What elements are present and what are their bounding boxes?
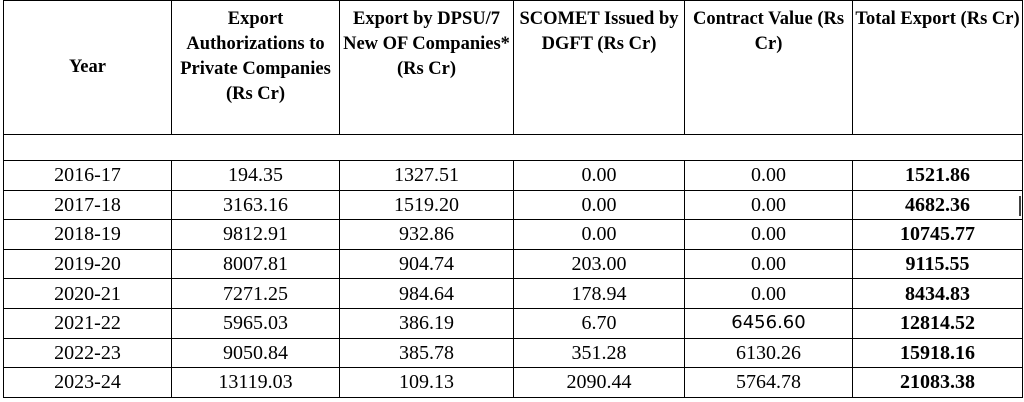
cell-private: 3163.16 xyxy=(171,189,340,221)
cell-total: 9115.55 xyxy=(852,248,1023,280)
cell-contract: 6130.26 xyxy=(684,337,853,369)
header-total: Total Export (Rs Cr) xyxy=(852,0,1023,135)
table-row: 2021-22 5965.03 386.19 6.70 6456.60 1281… xyxy=(3,307,1023,339)
cell-dpsu: 904.74 xyxy=(339,248,514,280)
cell-total: 15918.16 xyxy=(852,337,1023,369)
cell-year: 2020-21 xyxy=(3,278,172,309)
header-private: Export Authorizations to Private Compani… xyxy=(171,0,340,135)
cell-total: 12814.52 xyxy=(852,307,1023,339)
cell-scomet: 351.28 xyxy=(513,337,685,369)
table-row: 2020-21 7271.25 984.64 178.94 0.00 8434.… xyxy=(3,278,1023,309)
cell-scomet: 2090.44 xyxy=(513,367,685,398)
cell-total: 4682.36 xyxy=(852,189,1023,221)
cell-private: 5965.03 xyxy=(171,307,340,339)
cell-dpsu: 385.78 xyxy=(339,337,514,369)
cell-contract: 0.00 xyxy=(684,160,853,191)
export-table: Year Export Authorizations to Private Co… xyxy=(3,0,1023,398)
cell-total: 10745.77 xyxy=(852,219,1023,250)
cell-year: 2016-17 xyxy=(3,160,172,191)
cell-year: 2017-18 xyxy=(3,189,172,221)
cell-private: 9050.84 xyxy=(171,337,340,369)
cell-dpsu: 1327.51 xyxy=(339,160,514,191)
cell-scomet: 178.94 xyxy=(513,278,685,309)
cell-contract: 0.00 xyxy=(684,248,853,280)
cell-private: 13119.03 xyxy=(171,367,340,398)
cell-scomet: 6.70 xyxy=(513,307,685,339)
cell-scomet: 203.00 xyxy=(513,248,685,280)
cell-total: 21083.38 xyxy=(852,367,1023,398)
cell-year: 2019-20 xyxy=(3,248,172,280)
table-row: 2017-18 3163.16 1519.20 0.00 0.00 4682.3… xyxy=(3,189,1023,221)
cell-year: 2021-22 xyxy=(3,307,172,339)
table-row: 2016-17 194.35 1327.51 0.00 0.00 1521.86 xyxy=(3,160,1023,191)
cell-contract: 5764.78 xyxy=(684,367,853,398)
cell-contract: 6456.60 xyxy=(684,307,853,339)
cell-year: 2022-23 xyxy=(3,337,172,369)
cell-dpsu: 109.13 xyxy=(339,367,514,398)
header-dpsu: Export by DPSU/7 New OF Companies*(Rs Cr… xyxy=(339,0,514,135)
cell-year: 2018-19 xyxy=(3,219,172,250)
spacer-cell xyxy=(3,134,1023,161)
table-row: 2022-23 9050.84 385.78 351.28 6130.26 15… xyxy=(3,337,1023,369)
cell-dpsu: 984.64 xyxy=(339,278,514,309)
cell-private: 7271.25 xyxy=(171,278,340,309)
table-row: 2018-19 9812.91 932.86 0.00 0.00 10745.7… xyxy=(3,219,1023,250)
cell-private: 8007.81 xyxy=(171,248,340,280)
table-row: 2023-24 13119.03 109.13 2090.44 5764.78 … xyxy=(3,367,1023,398)
cell-dpsu: 1519.20 xyxy=(339,189,514,221)
header-year: Year xyxy=(3,0,172,135)
cell-scomet: 0.00 xyxy=(513,189,685,221)
cell-scomet: 0.00 xyxy=(513,160,685,191)
cell-contract: 0.00 xyxy=(684,189,853,221)
cell-dpsu: 932.86 xyxy=(339,219,514,250)
header-scomet: SCOMET Issued by DGFT (Rs Cr) xyxy=(513,0,685,135)
cell-total: 1521.86 xyxy=(852,160,1023,191)
cell-dpsu: 386.19 xyxy=(339,307,514,339)
cell-total: 8434.83 xyxy=(852,278,1023,309)
cell-scomet: 0.00 xyxy=(513,219,685,250)
header-contract: Contract Value (Rs Cr) xyxy=(684,0,853,135)
cell-year: 2023-24 xyxy=(3,367,172,398)
spacer-row xyxy=(3,134,1023,161)
table-row: 2019-20 8007.81 904.74 203.00 0.00 9115.… xyxy=(3,248,1023,280)
cell-private: 194.35 xyxy=(171,160,340,191)
cell-contract: 0.00 xyxy=(684,219,853,250)
cell-contract: 0.00 xyxy=(684,278,853,309)
header-row: Year Export Authorizations to Private Co… xyxy=(3,0,1023,135)
cell-private: 9812.91 xyxy=(171,219,340,250)
text-cursor-mark xyxy=(1019,196,1021,216)
